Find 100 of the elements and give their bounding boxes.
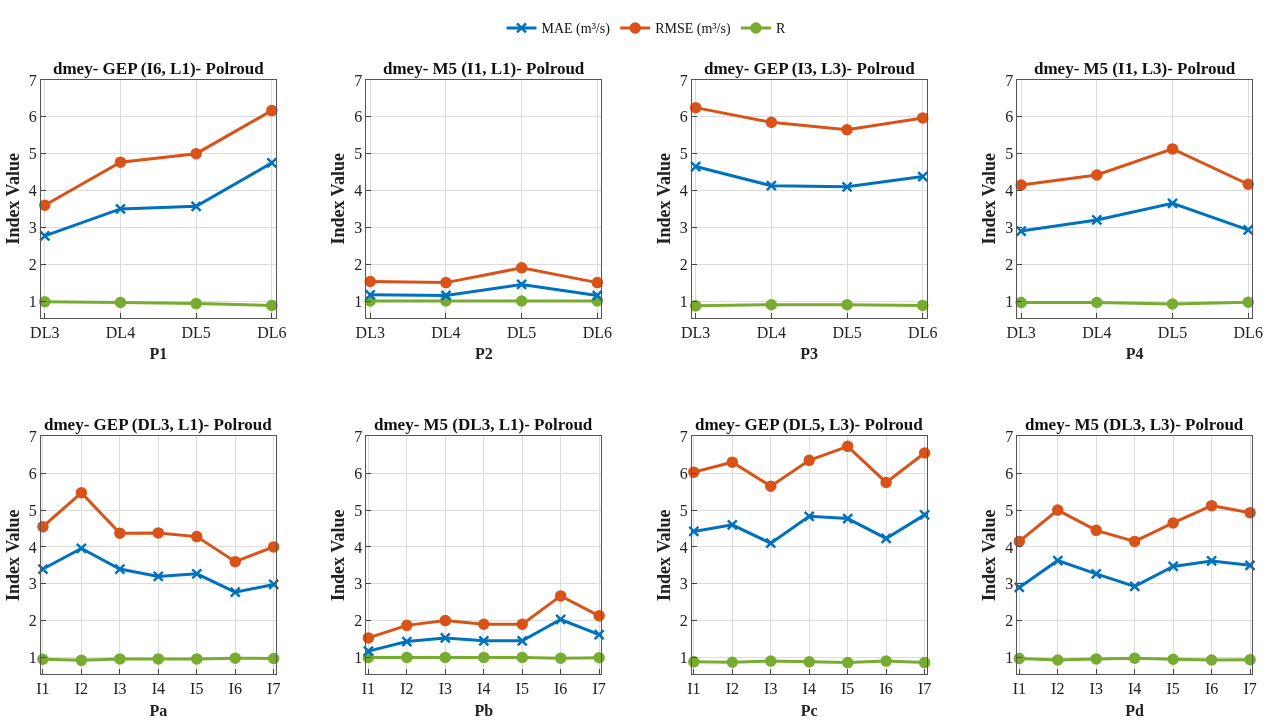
point xyxy=(190,147,202,160)
y-tick-label: 6 xyxy=(28,108,37,126)
x-tick-label: I1 xyxy=(687,680,701,698)
x-tick-label: DL5 xyxy=(506,323,537,341)
x-tick-label: DL4 xyxy=(756,323,787,341)
point xyxy=(1091,214,1103,226)
point xyxy=(726,456,739,468)
y-tick-label: 6 xyxy=(679,108,688,126)
y-tick-label: 5 xyxy=(1005,501,1014,519)
legend-label: MAE (m³/s) xyxy=(541,21,611,38)
chart-title: dmey- M5 (DL3, L1)- Polroud xyxy=(374,415,593,434)
point xyxy=(880,532,892,545)
point xyxy=(726,519,739,531)
point xyxy=(1205,654,1218,666)
y-tick-label: 4 xyxy=(1005,182,1014,200)
y-tick-label: 2 xyxy=(1005,612,1014,630)
y-tick-label: 2 xyxy=(679,255,688,273)
x-tick-label: I5 xyxy=(1166,680,1180,698)
point xyxy=(1015,225,1027,237)
point xyxy=(229,586,241,598)
y-tick-label: 2 xyxy=(679,612,688,630)
point xyxy=(554,613,567,626)
point xyxy=(1091,296,1103,309)
y-tick-label: 6 xyxy=(354,464,363,482)
x-tick-label: DL6 xyxy=(1233,323,1263,341)
point xyxy=(765,480,777,492)
point xyxy=(726,656,739,668)
x-tick-label: I5 xyxy=(841,680,855,698)
point xyxy=(114,203,127,215)
x-tick-label: I4 xyxy=(151,680,165,698)
point xyxy=(1244,653,1256,666)
x-tick-label: I6 xyxy=(228,680,242,698)
point xyxy=(1013,581,1026,594)
y-tick-label: 3 xyxy=(28,575,37,593)
y-tick-label: 1 xyxy=(354,649,363,667)
x-tick-label: I1 xyxy=(1012,680,1026,698)
point xyxy=(1128,535,1141,548)
x-tick-label: DL3 xyxy=(355,323,385,341)
point xyxy=(75,654,88,667)
y-tick-label: 5 xyxy=(354,145,363,163)
y-tick-label: 1 xyxy=(354,292,363,310)
point xyxy=(880,655,892,667)
y-tick-label: 7 xyxy=(28,71,37,89)
point xyxy=(439,651,452,664)
x-tick-label: I1 xyxy=(361,680,376,698)
point xyxy=(765,179,778,192)
point xyxy=(152,570,165,583)
point xyxy=(591,276,604,289)
point xyxy=(191,653,203,665)
y-tick-label: 2 xyxy=(1005,255,1014,273)
point xyxy=(190,297,202,310)
point xyxy=(841,123,853,136)
point xyxy=(114,563,126,575)
point xyxy=(918,509,931,521)
x-tick-label: DL5 xyxy=(1157,323,1188,341)
y-tick-label: 2 xyxy=(354,255,363,273)
point xyxy=(229,652,241,664)
point xyxy=(688,656,700,668)
chart-title: dmey- GEP (DL5, L3)- Polroud xyxy=(695,415,924,434)
y-tick-label: 2 xyxy=(28,255,37,273)
x-tick-label: DL3 xyxy=(681,323,711,341)
point xyxy=(841,298,853,311)
x-tick-label: DL6 xyxy=(908,323,938,341)
x-tick-label: DL5 xyxy=(181,323,211,341)
y-tick-label: 1 xyxy=(1005,292,1014,310)
x-tick-label: DL6 xyxy=(257,323,287,341)
x-tick-label: DL4 xyxy=(1082,323,1112,341)
y-tick-label: 2 xyxy=(28,612,37,630)
point xyxy=(765,298,778,311)
point xyxy=(515,262,528,274)
x-tick-label: I4 xyxy=(477,680,491,698)
point xyxy=(152,653,165,665)
point xyxy=(1052,654,1064,666)
x-tick-label: I2 xyxy=(74,680,89,698)
x-tick-label: I7 xyxy=(917,680,932,698)
point xyxy=(191,530,203,543)
point xyxy=(880,476,892,489)
point xyxy=(689,160,702,173)
point xyxy=(401,635,413,648)
x-tick-label: I2 xyxy=(1051,680,1065,698)
y-tick-label: 7 xyxy=(1005,71,1014,89)
point xyxy=(1167,653,1179,666)
point xyxy=(1167,517,1179,529)
point xyxy=(688,525,700,538)
x-tick-label: I4 xyxy=(1128,680,1142,698)
x-tick-label: DL6 xyxy=(582,323,612,341)
point xyxy=(516,635,528,647)
y-tick-label: 5 xyxy=(679,501,688,519)
y-tick-label: 7 xyxy=(354,428,363,445)
point xyxy=(1015,179,1027,191)
point xyxy=(114,296,127,309)
point xyxy=(39,199,51,211)
chart-title: dmey- M5 (I1, L3)- Polroud xyxy=(1034,59,1236,78)
point xyxy=(803,454,815,467)
point xyxy=(266,157,278,169)
x-tick-label: I3 xyxy=(438,680,452,698)
y-tick-label: 4 xyxy=(28,538,37,556)
y-tick-label: 7 xyxy=(354,71,363,89)
point xyxy=(478,635,490,647)
x-tick-label: I6 xyxy=(879,680,893,698)
